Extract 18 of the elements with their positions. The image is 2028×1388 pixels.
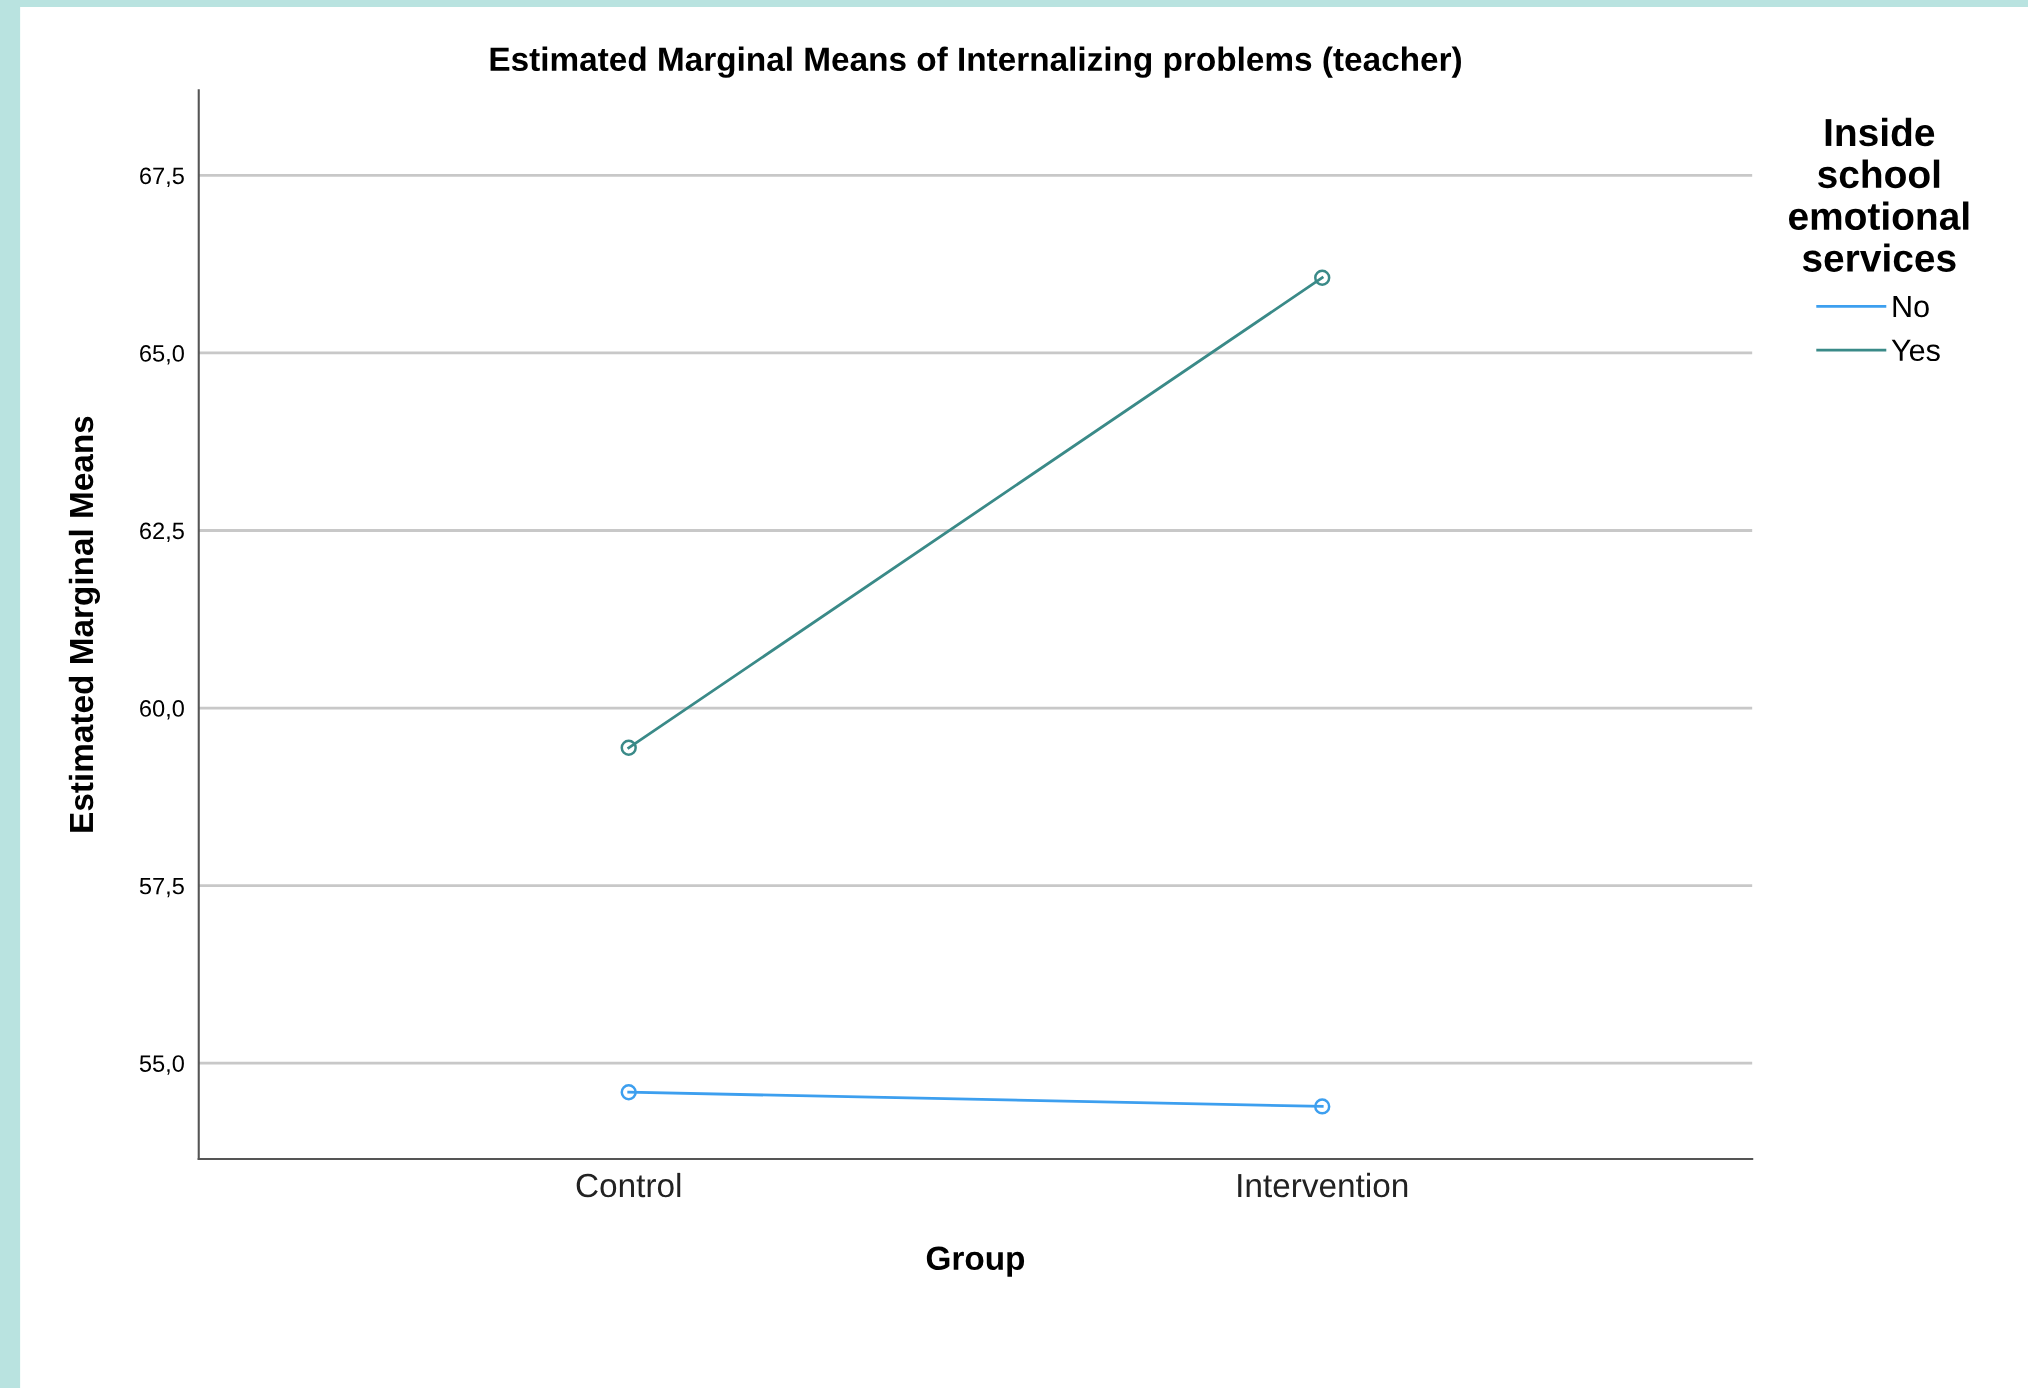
x-tick-label: Intervention: [1238, 1172, 1408, 1198]
y-tick-label: 65,0: [140, 345, 184, 365]
legend-title: Inside school emotional services: [1788, 117, 1969, 272]
point: [1314, 1098, 1331, 1115]
point: [620, 739, 637, 756]
legend-label: No: [1893, 296, 1929, 318]
x-tick-label: Control: [576, 1172, 681, 1198]
y-tick-label: 67,5: [140, 167, 184, 188]
y-axis-title: Estimated Marginal Means: [68, 416, 101, 832]
x-axis-title: Group: [926, 1246, 1025, 1277]
y-tick-label: 62,5: [140, 522, 184, 543]
point: [620, 1084, 637, 1101]
y-tick-label: 55,0: [139, 1055, 184, 1075]
y-tick-label: 57,5: [139, 877, 184, 898]
point: [1314, 269, 1331, 286]
y-tick-label: 60,0: [140, 700, 184, 720]
chart-title: Estimated Marginal Means of Internalizing problems (teacher): [490, 46, 1461, 78]
legend-label: Yes: [1891, 339, 1940, 362]
